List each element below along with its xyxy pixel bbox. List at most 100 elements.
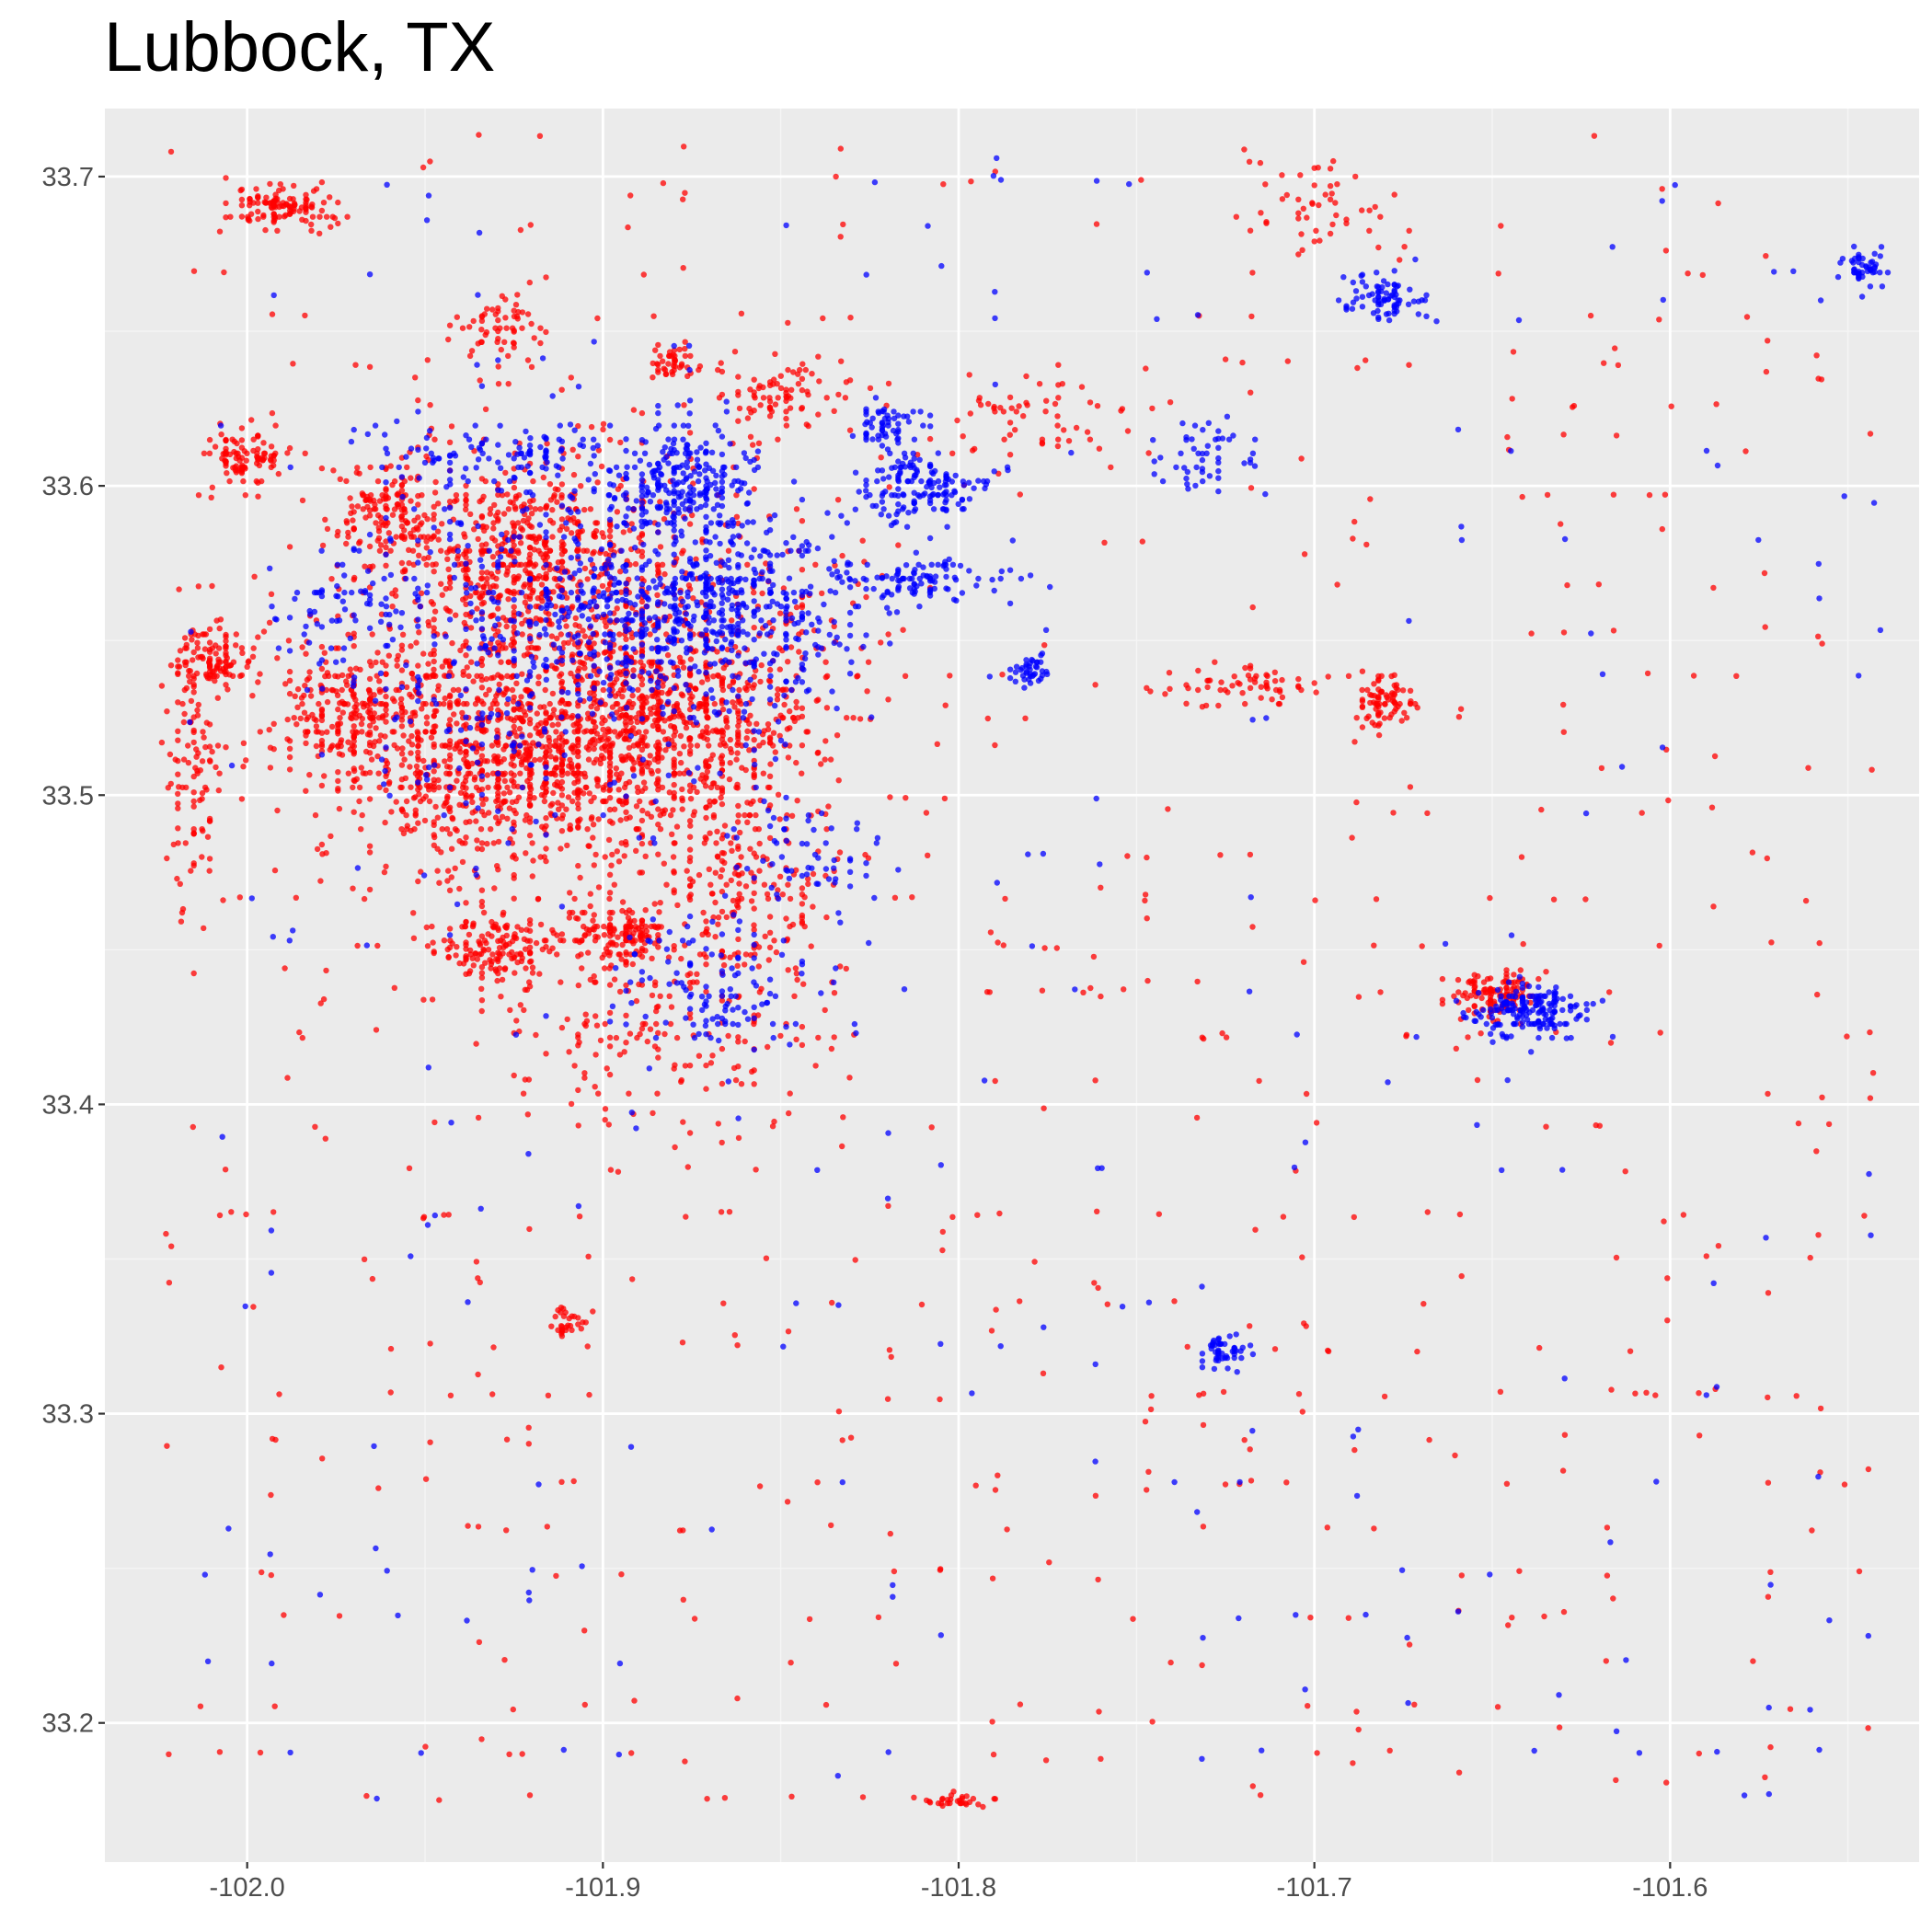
data-point bbox=[240, 740, 247, 746]
data-point bbox=[376, 688, 384, 696]
data-point bbox=[316, 230, 323, 236]
data-point bbox=[606, 949, 614, 956]
data-point bbox=[398, 751, 406, 757]
data-point bbox=[469, 799, 476, 806]
data-point bbox=[687, 971, 694, 977]
data-point bbox=[707, 1060, 715, 1066]
data-point bbox=[474, 845, 481, 852]
data-point bbox=[588, 798, 594, 805]
data-point bbox=[1795, 1120, 1802, 1127]
data-point bbox=[1664, 1275, 1671, 1282]
data-point bbox=[790, 369, 797, 375]
data-point bbox=[255, 215, 261, 223]
data-point bbox=[358, 720, 365, 728]
data-point bbox=[591, 640, 597, 647]
data-point bbox=[1377, 689, 1384, 696]
data-point bbox=[483, 675, 489, 683]
data-point bbox=[581, 1075, 588, 1081]
data-point bbox=[446, 439, 454, 445]
data-point bbox=[1455, 989, 1462, 995]
data-point bbox=[706, 742, 712, 749]
data-point bbox=[445, 954, 452, 961]
data-point bbox=[504, 673, 511, 679]
data-point bbox=[606, 982, 614, 988]
data-point bbox=[575, 805, 581, 812]
data-point bbox=[601, 923, 607, 930]
data-point bbox=[449, 639, 455, 647]
data-point bbox=[403, 684, 410, 691]
data-point bbox=[1006, 394, 1014, 401]
data-point bbox=[801, 923, 808, 930]
data-point bbox=[483, 541, 489, 547]
data-point bbox=[223, 650, 229, 656]
data-point bbox=[613, 1034, 620, 1041]
data-point bbox=[164, 1443, 170, 1449]
data-point bbox=[446, 752, 454, 759]
data-point bbox=[435, 500, 442, 507]
data-point bbox=[605, 836, 613, 844]
data-point bbox=[585, 756, 592, 763]
data-point bbox=[757, 678, 764, 685]
data-point bbox=[590, 550, 596, 557]
data-point bbox=[558, 386, 565, 393]
data-point bbox=[499, 492, 506, 499]
data-point bbox=[671, 947, 677, 953]
data-point bbox=[1016, 403, 1022, 409]
data-point bbox=[1345, 673, 1352, 679]
data-point bbox=[534, 710, 540, 717]
data-point bbox=[810, 870, 817, 878]
data-point bbox=[638, 705, 646, 711]
data-point bbox=[446, 717, 454, 723]
data-point bbox=[1538, 806, 1545, 813]
data-point bbox=[715, 914, 722, 921]
data-point bbox=[1065, 438, 1073, 444]
data-point bbox=[223, 643, 229, 650]
data-point bbox=[435, 784, 443, 791]
data-point bbox=[686, 430, 694, 436]
data-point bbox=[1006, 420, 1014, 426]
data-point bbox=[575, 788, 581, 795]
data-point bbox=[682, 352, 688, 360]
data-point bbox=[351, 738, 357, 744]
data-point bbox=[923, 1797, 930, 1804]
data-point bbox=[299, 497, 306, 504]
data-point bbox=[510, 698, 517, 705]
data-point bbox=[777, 385, 785, 392]
data-point bbox=[1377, 213, 1384, 220]
data-point bbox=[373, 520, 379, 526]
data-point bbox=[538, 581, 546, 588]
data-point bbox=[1215, 702, 1222, 709]
data-point bbox=[750, 442, 756, 448]
data-point bbox=[1006, 431, 1014, 438]
data-point bbox=[303, 788, 309, 794]
data-point bbox=[1856, 1568, 1863, 1575]
data-point bbox=[666, 789, 673, 796]
data-point bbox=[785, 754, 792, 761]
data-point bbox=[1386, 1747, 1393, 1754]
data-point bbox=[1264, 685, 1271, 692]
data-point bbox=[1765, 1290, 1772, 1296]
data-point bbox=[623, 722, 629, 729]
data-point bbox=[524, 645, 532, 651]
data-point bbox=[449, 816, 456, 822]
data-point bbox=[434, 528, 442, 535]
data-point bbox=[835, 1409, 843, 1415]
data-point bbox=[1664, 1317, 1671, 1324]
data-point bbox=[859, 537, 866, 544]
data-point bbox=[703, 814, 709, 822]
data-point bbox=[1242, 700, 1248, 707]
data-point bbox=[655, 369, 661, 375]
data-point bbox=[818, 761, 824, 767]
data-point bbox=[1560, 1608, 1568, 1616]
data-point bbox=[477, 593, 483, 601]
data-point bbox=[558, 828, 566, 834]
data-point bbox=[672, 1144, 678, 1151]
data-point bbox=[549, 507, 556, 513]
data-point bbox=[599, 954, 605, 961]
data-point bbox=[499, 293, 505, 299]
data-point bbox=[805, 422, 811, 430]
data-point bbox=[483, 691, 489, 698]
data-point bbox=[456, 739, 464, 745]
data-point bbox=[415, 662, 421, 669]
data-point bbox=[541, 854, 547, 860]
